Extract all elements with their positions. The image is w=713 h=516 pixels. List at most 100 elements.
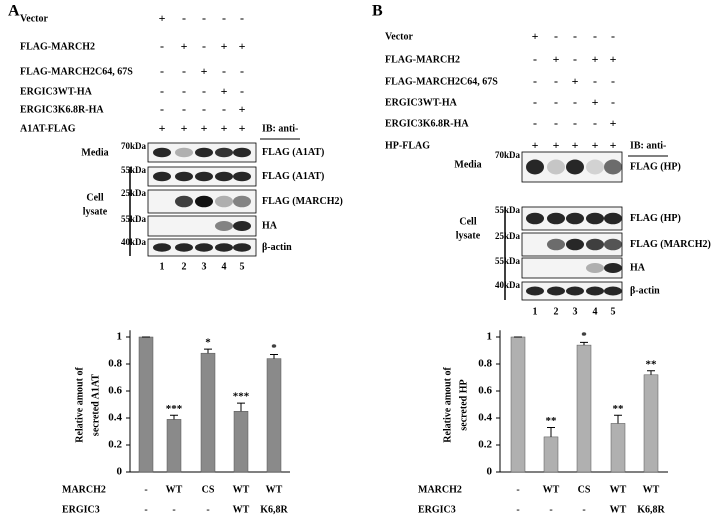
condition-sign: - xyxy=(573,52,577,66)
band xyxy=(566,159,584,175)
bar xyxy=(166,419,182,473)
condition-sign: - xyxy=(222,102,226,116)
x-tick-label: CS xyxy=(578,484,591,495)
x-tick-label: WT xyxy=(166,484,183,495)
marker-label: 25kDa xyxy=(121,188,147,198)
band xyxy=(175,243,193,252)
condition-sign: + xyxy=(610,116,617,130)
band xyxy=(586,212,604,225)
band xyxy=(233,171,251,182)
marker-label: 70kDa xyxy=(495,150,521,160)
error-bar xyxy=(547,426,555,437)
y-tick-label: 1 xyxy=(487,331,493,343)
lane-number: 2 xyxy=(554,306,559,317)
condition-sign: - xyxy=(160,84,164,98)
bar xyxy=(233,411,249,473)
error-bar xyxy=(580,341,588,346)
condition-name: FLAG-MARCH2C64, 67S xyxy=(385,76,498,87)
condition-sign: - xyxy=(182,11,186,25)
x-tick-label: - xyxy=(172,504,175,515)
antibody-label: β-actin xyxy=(262,242,292,253)
antibody-label: FLAG (A1AT) xyxy=(262,171,324,182)
ib-label: IB: anti- xyxy=(262,123,298,134)
y-tick-label: 0 xyxy=(487,466,493,478)
x-tick-label: CS xyxy=(202,484,215,495)
condition-sign: + xyxy=(532,29,539,43)
y-axis-label: secreted HP xyxy=(458,379,469,430)
condition-sign: - xyxy=(240,11,244,25)
band xyxy=(586,238,604,251)
lysate-label: lysate xyxy=(456,230,481,241)
x-tick-label: - xyxy=(144,484,147,495)
x-tick-label: - xyxy=(516,484,519,495)
band xyxy=(175,171,193,182)
error-bar xyxy=(204,348,212,354)
x-tick-label: WT xyxy=(233,484,250,495)
condition-sign: - xyxy=(573,29,577,43)
condition-sign: - xyxy=(182,102,186,116)
x-row-name: ERGIC3 xyxy=(62,504,100,515)
band xyxy=(604,212,622,225)
condition-name: Vector xyxy=(20,13,49,24)
condition-name: A1AT-FLAG xyxy=(20,123,76,134)
band xyxy=(586,159,604,175)
antibody-label: FLAG (HP) xyxy=(630,161,681,172)
marker-label: 55kDa xyxy=(121,165,147,175)
band xyxy=(604,263,622,273)
band xyxy=(175,147,193,158)
band xyxy=(526,286,544,296)
band xyxy=(153,171,171,182)
marker-label: 40kDa xyxy=(121,237,147,247)
lane-number: 5 xyxy=(240,261,245,272)
band xyxy=(175,195,193,208)
significance: ** xyxy=(646,358,658,370)
band xyxy=(547,159,565,175)
condition-sign: - xyxy=(573,116,577,130)
condition-sign: - xyxy=(593,74,597,88)
marker-label: 55kDa xyxy=(495,256,521,266)
band xyxy=(586,263,604,273)
condition-sign: + xyxy=(239,121,246,135)
condition-sign: + xyxy=(181,121,188,135)
condition-sign: + xyxy=(181,39,188,53)
band xyxy=(195,243,213,252)
condition-sign: - xyxy=(160,64,164,78)
band xyxy=(195,171,213,182)
condition-sign: + xyxy=(201,64,208,78)
condition-sign: + xyxy=(553,52,560,66)
condition-sign: + xyxy=(159,121,166,135)
condition-sign: + xyxy=(221,84,228,98)
bar xyxy=(610,423,626,473)
bar xyxy=(643,374,659,473)
y-tick-label: 0.6 xyxy=(478,385,492,397)
condition-sign: - xyxy=(611,95,615,109)
marker-label: 55kDa xyxy=(121,214,147,224)
condition-sign: + xyxy=(572,74,579,88)
error-bar xyxy=(170,414,178,420)
band xyxy=(604,159,622,175)
x-tick-label: WT xyxy=(266,484,283,495)
band xyxy=(566,286,584,296)
antibody-label: HA xyxy=(630,262,646,273)
condition-sign: - xyxy=(533,95,537,109)
x-tick-label: WT xyxy=(610,504,627,515)
x-row-name: ERGIC3 xyxy=(418,504,456,515)
band xyxy=(566,238,584,251)
condition-sign: + xyxy=(159,11,166,25)
antibody-label: FLAG (A1AT) xyxy=(262,147,324,158)
y-tick-label: 0.6 xyxy=(108,385,122,397)
condition-sign: + xyxy=(592,95,599,109)
antibody-label: β-actin xyxy=(630,285,660,296)
condition-sign: - xyxy=(202,11,206,25)
lane-number: 3 xyxy=(202,261,207,272)
band xyxy=(604,286,622,296)
error-bar xyxy=(237,402,245,412)
x-tick-label: - xyxy=(144,504,147,515)
condition-sign: + xyxy=(221,39,228,53)
significance: * xyxy=(205,337,211,349)
condition-sign: + xyxy=(553,138,560,152)
condition-sign: - xyxy=(182,84,186,98)
band xyxy=(604,238,622,251)
lane-number: 1 xyxy=(533,306,538,317)
